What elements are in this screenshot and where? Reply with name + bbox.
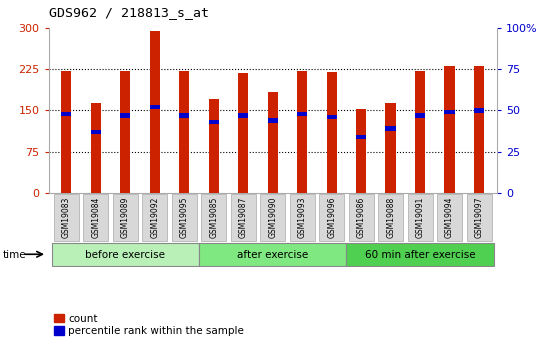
FancyBboxPatch shape (231, 194, 256, 240)
Text: GSM19093: GSM19093 (298, 197, 307, 238)
Bar (474, 66, 484, 193)
Bar (444, 110, 455, 114)
Text: GSM19089: GSM19089 (121, 197, 130, 238)
FancyBboxPatch shape (347, 244, 494, 266)
Bar (179, 113, 190, 118)
Text: GDS962 / 218813_s_at: GDS962 / 218813_s_at (49, 6, 208, 19)
Bar (356, 135, 366, 139)
FancyBboxPatch shape (172, 194, 197, 240)
FancyBboxPatch shape (408, 194, 433, 240)
FancyBboxPatch shape (260, 194, 285, 240)
Text: 60 min after exercise: 60 min after exercise (365, 250, 475, 260)
Bar (415, 71, 426, 193)
Text: time: time (3, 250, 26, 259)
Bar (150, 31, 160, 193)
FancyBboxPatch shape (319, 194, 344, 240)
FancyBboxPatch shape (289, 194, 315, 240)
Text: after exercise: after exercise (237, 250, 308, 260)
FancyBboxPatch shape (467, 194, 491, 240)
Text: GSM19088: GSM19088 (386, 197, 395, 238)
Bar (474, 108, 484, 112)
Bar (415, 113, 426, 118)
FancyBboxPatch shape (437, 194, 462, 240)
Bar (208, 99, 219, 193)
Bar (267, 118, 278, 122)
FancyBboxPatch shape (83, 194, 109, 240)
Bar (238, 73, 248, 193)
Text: GSM19090: GSM19090 (268, 197, 277, 238)
Bar (297, 71, 307, 193)
Bar (267, 92, 278, 193)
Bar (208, 120, 219, 124)
Text: GSM19086: GSM19086 (356, 197, 366, 238)
Text: GSM19083: GSM19083 (62, 197, 71, 238)
Bar (91, 103, 101, 193)
FancyBboxPatch shape (349, 194, 374, 240)
Bar (386, 126, 396, 131)
FancyBboxPatch shape (51, 244, 199, 266)
Text: GSM19084: GSM19084 (91, 197, 100, 238)
FancyBboxPatch shape (113, 194, 138, 240)
Text: GSM19087: GSM19087 (239, 197, 248, 238)
Bar (297, 111, 307, 116)
Bar (327, 72, 337, 193)
Bar (356, 109, 366, 193)
Bar (444, 66, 455, 193)
Bar (386, 103, 396, 193)
FancyBboxPatch shape (54, 194, 79, 240)
Bar (238, 113, 248, 118)
Text: GSM19095: GSM19095 (180, 197, 189, 238)
Text: GSM19085: GSM19085 (209, 197, 218, 238)
Text: GSM19092: GSM19092 (150, 197, 159, 238)
FancyBboxPatch shape (142, 194, 167, 240)
Legend: count, percentile rank within the sample: count, percentile rank within the sample (54, 314, 244, 336)
Bar (120, 113, 131, 118)
Bar (120, 71, 131, 193)
Bar (91, 130, 101, 134)
Text: GSM19094: GSM19094 (445, 197, 454, 238)
Bar (61, 71, 71, 193)
Bar (61, 111, 71, 116)
FancyBboxPatch shape (378, 194, 403, 240)
FancyBboxPatch shape (199, 244, 347, 266)
FancyBboxPatch shape (201, 194, 226, 240)
Bar (327, 115, 337, 119)
Text: GSM19097: GSM19097 (475, 197, 484, 238)
Text: GSM19096: GSM19096 (327, 197, 336, 238)
Bar (150, 105, 160, 109)
Bar (179, 71, 190, 193)
Text: before exercise: before exercise (85, 250, 165, 260)
Text: GSM19091: GSM19091 (416, 197, 424, 238)
